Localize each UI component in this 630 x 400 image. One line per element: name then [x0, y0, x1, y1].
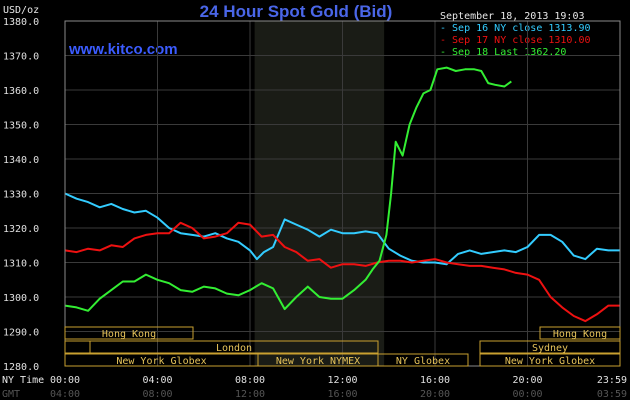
series-line-0	[64, 192, 620, 266]
gmt-tick-label: 20:00	[420, 389, 450, 400]
grid	[65, 21, 620, 366]
session-ny-globex-3-box	[479, 353, 621, 367]
y-tick-label: 1380.0	[3, 17, 39, 28]
session-london-box	[89, 340, 379, 354]
session-hong-kong-box	[64, 326, 194, 340]
session-sydney-tail-box	[64, 340, 91, 354]
gmt-tick-label: 08:00	[142, 389, 172, 400]
y-axis-ticks: 1380.0 1370.0 1360.0 1350.0 1340.0 1330.0 1320…	[3, 17, 39, 373]
ny-time-label: NY Time	[2, 375, 44, 386]
session-hong-kong-label: Hong Kong	[102, 329, 156, 340]
y-tick-label: 1330.0	[3, 190, 39, 201]
session-london-label: London	[216, 343, 252, 354]
legend-entry-0: - Sep 16 NY close 1313.90	[440, 23, 591, 34]
y-tick-label: 1310.0	[3, 259, 39, 270]
session-ny-globex-2-box	[377, 353, 469, 367]
x-tick-label: 12:00	[327, 375, 357, 386]
session-hong-kong-2-box	[539, 326, 621, 340]
series-lines	[64, 66, 620, 323]
gmt-label: GMT	[2, 389, 20, 400]
x-tick-label: 23:59	[597, 375, 627, 386]
gmt-tick-label: 16:00	[327, 389, 357, 400]
x-tick-label: 20:00	[512, 375, 542, 386]
series-line-2	[64, 66, 512, 312]
y-tick-label: 1340.0	[3, 155, 39, 166]
gmt-tick-label: 12:00	[235, 389, 265, 400]
gmt-tick-label: 00:00	[512, 389, 542, 400]
y-tick-label: 1370.0	[3, 52, 39, 63]
gmt-tick-label: 03:59	[597, 389, 627, 400]
x-tick-label: 00:00	[50, 375, 80, 386]
x-axis-ticks: 00:00 04:00 04:00 08:00 08:00 12:00 12:00 16:00…	[50, 375, 627, 400]
legend-entry-2: - Sep 18 Last 1362.20	[440, 47, 566, 58]
session-ny-globex-3-label: New York Globex	[505, 356, 595, 367]
site-url[interactable]: www.kitco.com	[68, 41, 178, 58]
unit-label: USD/oz	[3, 5, 39, 16]
x-tick-label: 16:00	[420, 375, 450, 386]
session-sydney-label: Sydney	[532, 343, 568, 354]
x-tick-label: 08:00	[235, 375, 265, 386]
session-ny-globex-label: New York Globex	[116, 356, 206, 367]
legend-entry-1: - Sep 17 NY close 1310.00	[440, 35, 591, 46]
y-tick-label: 1280.0	[3, 362, 39, 373]
y-tick-label: 1290.0	[3, 328, 39, 339]
y-tick-label: 1360.0	[3, 86, 39, 97]
series-line-1	[64, 221, 620, 323]
y-tick-label: 1320.0	[3, 224, 39, 235]
gmt-tick-label: 04:00	[50, 389, 80, 400]
session-ny-globex-2-label: NY Globex	[396, 356, 450, 367]
chart-title: 24 Hour Spot Gold (Bid)	[200, 2, 393, 21]
legend: - Sep 16 NY close 1313.90- Sep 17 NY clo…	[440, 23, 591, 58]
x-tick-label: 04:00	[142, 375, 172, 386]
timestamp: September 18, 2013 19:03	[440, 11, 585, 22]
session-hong-kong-2-label: Hong Kong	[553, 329, 607, 340]
y-tick-label: 1300.0	[3, 293, 39, 304]
session-ny-nymex-label: New York NYMEX	[276, 356, 360, 367]
y-tick-label: 1350.0	[3, 121, 39, 132]
market-sessions: Hong Kong Hong Kong London Sydney New York G…	[64, 326, 621, 367]
session-sydney-box	[479, 340, 621, 354]
